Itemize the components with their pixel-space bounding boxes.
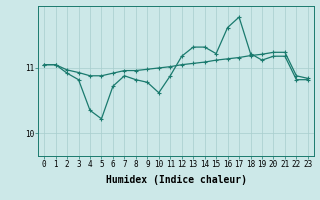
X-axis label: Humidex (Indice chaleur): Humidex (Indice chaleur): [106, 175, 246, 185]
